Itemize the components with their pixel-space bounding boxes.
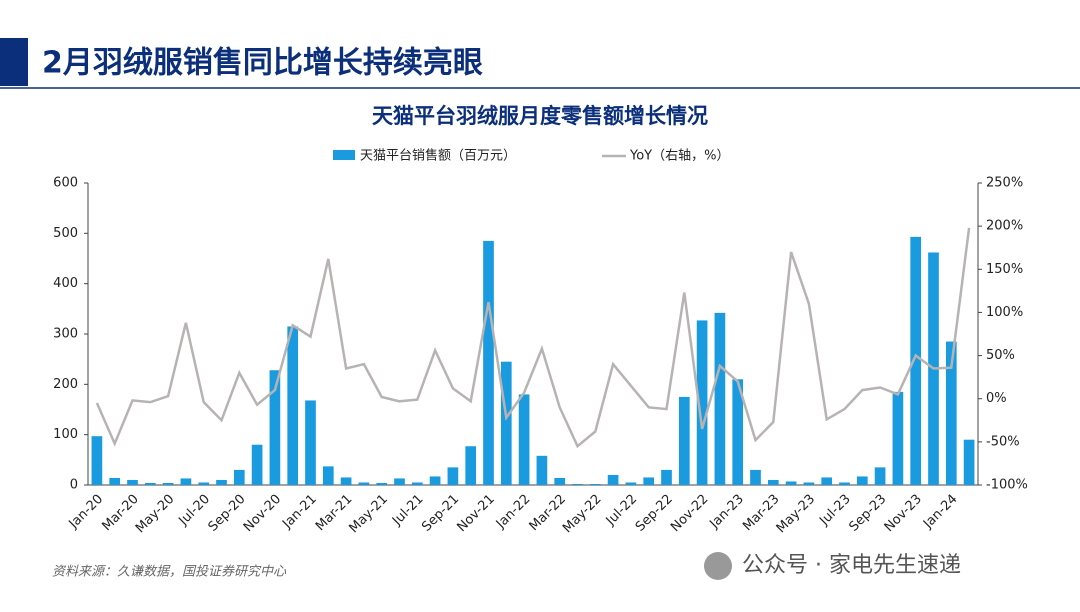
y-tick-label: 600 <box>53 176 78 191</box>
bar <box>322 466 334 485</box>
bar <box>358 482 370 485</box>
bar <box>483 240 494 485</box>
bar <box>162 482 174 485</box>
bar <box>625 482 637 485</box>
x-tick-label: May-23 <box>774 492 818 536</box>
bar <box>536 455 548 485</box>
bar <box>144 482 156 485</box>
line <box>95 227 971 449</box>
x-tick-label: May-21 <box>347 492 391 536</box>
x-tick-label: May-22 <box>560 492 604 536</box>
wechat-icon <box>704 552 732 580</box>
y-tick-label: 100 <box>53 427 78 442</box>
chart-title: 天猫平台羽绒服月度零售额增长情况 <box>372 104 708 128</box>
x-tick-label: May-20 <box>133 492 177 536</box>
x-tick-label: Jan-21 <box>279 492 320 533</box>
bar <box>732 379 744 485</box>
bar <box>198 482 210 485</box>
bar <box>589 483 601 485</box>
bar <box>963 439 975 485</box>
bar <box>465 446 477 485</box>
x-tick-label: Nov-23 <box>882 492 925 535</box>
x-tick-label: Nov-21 <box>454 492 497 535</box>
bar <box>500 361 512 485</box>
bar <box>661 469 672 485</box>
y-tick-label: 400 <box>53 276 78 291</box>
bar <box>340 477 352 485</box>
bar <box>856 476 868 485</box>
y2-tick-label: -100% <box>986 478 1028 493</box>
bar <box>572 483 583 485</box>
y-tick-label: 0 <box>70 478 78 493</box>
y2-tick-label: 0% <box>986 391 1007 406</box>
bar <box>447 467 459 485</box>
bar <box>554 477 566 485</box>
y2-tick-label: 150% <box>986 262 1023 277</box>
x-tick-label: Sep-20 <box>206 492 249 535</box>
x-tick-label: Jan-22 <box>493 492 534 533</box>
x-tick-label: Nov-20 <box>241 492 284 535</box>
page-title: 2月羽绒服销售同比增长持续亮眼 <box>42 46 483 81</box>
bar <box>251 444 263 485</box>
bar <box>607 474 619 485</box>
bar <box>394 478 405 485</box>
legend-swatch <box>333 150 355 160</box>
x-tick-label: Jan-24 <box>920 492 961 533</box>
y2-tick-label: 200% <box>986 219 1023 234</box>
bar <box>714 312 726 485</box>
bar <box>305 400 316 485</box>
bar <box>767 479 779 485</box>
source: 资料来源：久谦数据，国投证券研究中心 <box>52 564 287 580</box>
x-tick-label: Nov-22 <box>668 492 711 535</box>
bar <box>216 479 227 485</box>
y2-tick-label: 100% <box>986 305 1023 320</box>
bar <box>269 370 281 485</box>
bar <box>803 482 815 485</box>
y2-tick-label: -50% <box>986 434 1020 449</box>
x-tick-label: Sep-22 <box>633 492 676 535</box>
bar <box>945 341 957 485</box>
bar <box>411 482 423 485</box>
bar <box>785 481 797 485</box>
legend-label: YoY（右轴，%） <box>629 149 729 164</box>
y-tick-label: 300 <box>53 327 78 342</box>
x-tick-label: Jan-23 <box>706 492 747 533</box>
title-bar <box>0 38 28 86</box>
x-tick-label: Jan-20 <box>66 492 107 533</box>
bar <box>839 482 850 485</box>
bar <box>233 469 245 485</box>
bar <box>518 394 530 485</box>
bar <box>696 320 708 485</box>
bar <box>287 326 299 485</box>
legend-label: 天猫平台销售额（百万元） <box>360 148 516 164</box>
bar <box>910 236 922 485</box>
bar <box>91 436 103 485</box>
bar <box>429 476 441 485</box>
bar <box>643 477 655 485</box>
bar <box>127 479 138 485</box>
bar <box>678 396 690 485</box>
bar <box>821 477 833 485</box>
x-tick-label: Sep-23 <box>846 492 889 535</box>
bar <box>874 467 886 485</box>
y2-tick-label: 50% <box>986 348 1015 363</box>
bar <box>750 469 761 485</box>
watermark: 公众号 · 家电先生速递 <box>742 553 961 578</box>
bar <box>376 482 388 485</box>
y2-tick-label: 250% <box>986 176 1023 191</box>
bar <box>180 478 192 485</box>
bar <box>109 477 121 485</box>
y-tick-label: 200 <box>53 377 78 392</box>
plot: 0 100 200 300 400 500 600 -100% -50% 0% 50% 100% 150… <box>53 148 1028 537</box>
y-tick-label: 500 <box>53 226 78 241</box>
x-tick-label: Sep-21 <box>419 492 462 535</box>
bar <box>892 391 904 485</box>
